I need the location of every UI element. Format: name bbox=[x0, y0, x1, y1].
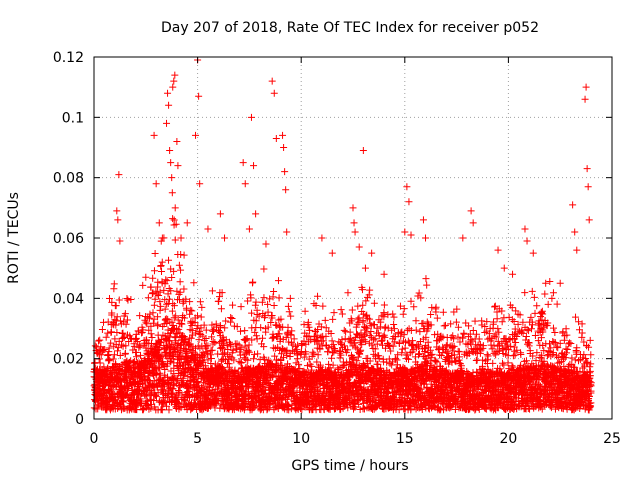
data-point bbox=[119, 397, 127, 405]
data-point bbox=[96, 336, 104, 344]
data-point bbox=[113, 347, 121, 355]
data-point bbox=[121, 310, 129, 318]
data-point bbox=[107, 339, 115, 347]
grid-lines bbox=[94, 57, 612, 419]
data-point bbox=[112, 302, 120, 310]
data-point bbox=[104, 352, 112, 360]
chart-title: Day 207 of 2018, Rate Of TEC Index for r… bbox=[161, 20, 539, 36]
data-point bbox=[109, 355, 117, 363]
data-point bbox=[106, 356, 114, 364]
data-point bbox=[110, 351, 118, 359]
data-point bbox=[98, 326, 106, 334]
data-point bbox=[91, 342, 99, 350]
data-point bbox=[107, 386, 115, 394]
data-point bbox=[105, 295, 113, 303]
data-point bbox=[118, 341, 126, 349]
data-point bbox=[96, 359, 104, 367]
data-point bbox=[112, 321, 120, 329]
data-point bbox=[105, 344, 113, 352]
data-point bbox=[97, 351, 105, 359]
data-point bbox=[110, 280, 118, 288]
data-point bbox=[108, 298, 116, 306]
data-point bbox=[116, 317, 124, 325]
data-point bbox=[101, 346, 109, 354]
data-point bbox=[111, 335, 119, 343]
data-points bbox=[90, 56, 595, 414]
data-point bbox=[108, 311, 116, 319]
data-point bbox=[95, 337, 103, 345]
data-point bbox=[121, 349, 129, 357]
data-point bbox=[113, 329, 121, 337]
data-point bbox=[113, 313, 121, 321]
data-point bbox=[109, 320, 117, 328]
data-point bbox=[116, 351, 124, 359]
data-point bbox=[107, 328, 115, 336]
data-point bbox=[104, 329, 112, 337]
data-point bbox=[102, 333, 110, 341]
data-point bbox=[115, 296, 123, 304]
data-point bbox=[118, 378, 126, 386]
data-point bbox=[119, 329, 127, 337]
